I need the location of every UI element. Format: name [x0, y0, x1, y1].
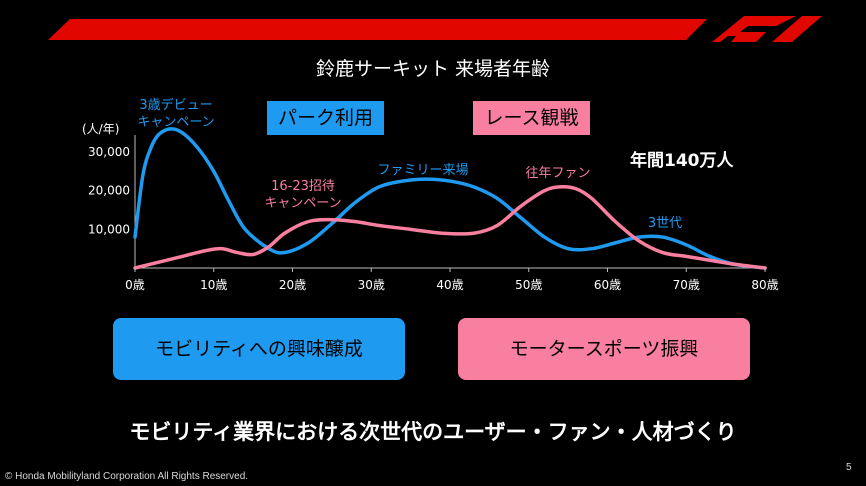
bottom-message: モビリティ業界における次世代のユーザー・ファン・人材づくり	[129, 420, 737, 444]
motorsport-promotion-pill: モータースポーツ振興	[458, 318, 750, 380]
x-tick-label: 60歳	[594, 278, 621, 292]
annotation-label: キャンペーン	[264, 196, 341, 211]
y-axis-label: (人/年)	[82, 122, 119, 136]
page-number: 5	[846, 462, 852, 473]
park-series-line	[133, 127, 767, 270]
f1-logo	[712, 16, 822, 42]
x-tick-label: 20歳	[279, 278, 306, 292]
x-tick-label: 70歳	[673, 278, 700, 292]
y-tick-label: 20,000	[88, 184, 130, 198]
mobility-interest-pill: モビリティへの興味醸成	[113, 318, 405, 380]
x-tick-label: 80歳	[751, 278, 778, 292]
age-distribution-chart: 0歳 10歳 20歳 30歳 40歳 50歳 60歳 70歳 80歳 10,000 20,000 30…	[82, 97, 779, 292]
y-tick-label: 30,000	[88, 145, 130, 159]
annotation-label: 3歳デビュー	[139, 97, 212, 113]
x-tick-label: 30歳	[358, 278, 385, 292]
race-series-line	[133, 184, 767, 270]
annotation-label: 16-23招待	[271, 179, 335, 194]
annotation-label: キャンペーン	[137, 115, 214, 130]
annual-visitors: 年間140万人	[630, 151, 734, 171]
x-tick-label: 10歳	[200, 278, 227, 292]
chart-title: 鈴鹿サーキット 来場者年齢	[315, 58, 551, 80]
copyright: © Honda Mobilityland Corporation All Rig…	[5, 471, 249, 482]
x-tick-label: 0歳	[125, 278, 145, 292]
annotation-label: 3世代	[648, 216, 682, 231]
legend-race: レース観戦	[473, 101, 590, 135]
y-tick-label: 10,000	[88, 222, 130, 236]
annotation-label: ファミリー来場	[377, 163, 468, 178]
header-bar	[48, 16, 822, 42]
legend-park: パーク利用	[267, 101, 384, 135]
x-tick-label: 50歳	[515, 278, 542, 292]
x-tick-label: 40歳	[436, 278, 463, 292]
annotation-label: 往年ファン	[525, 166, 590, 181]
header-red-stripe	[48, 19, 707, 40]
